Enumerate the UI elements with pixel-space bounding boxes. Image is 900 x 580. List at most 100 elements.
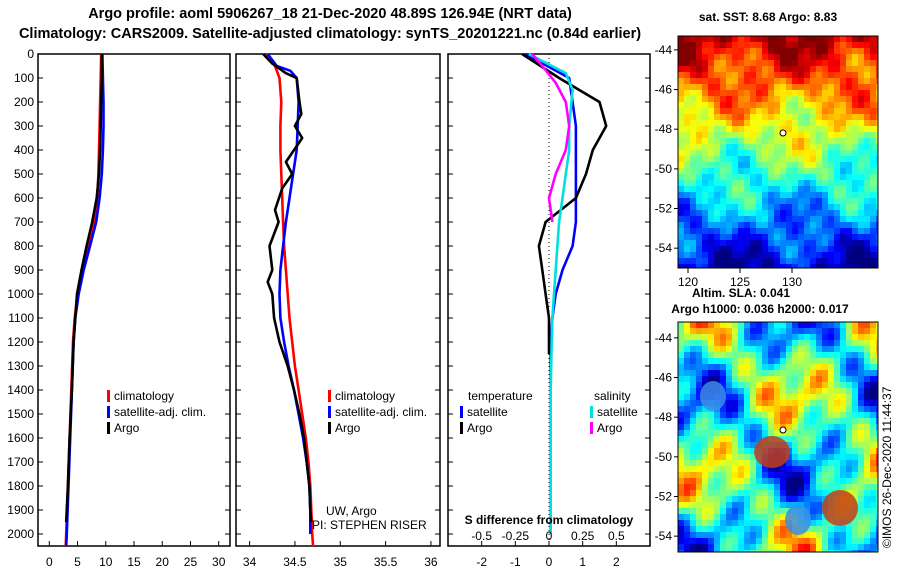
map-cell [798, 352, 804, 358]
map-cell [816, 72, 822, 78]
map-cell [846, 114, 852, 120]
x-tick-label: -1 [510, 555, 521, 569]
map-cell [708, 96, 714, 102]
map-cell [732, 454, 738, 460]
map-cell [768, 382, 774, 388]
map-cell [852, 234, 858, 240]
map-cell [762, 36, 768, 42]
legend-temp-argo: Argo [467, 421, 493, 435]
map-cell [714, 496, 720, 502]
map-cell [738, 406, 744, 412]
map-cell [876, 66, 878, 72]
map-cell [816, 472, 822, 478]
map-cell [864, 532, 870, 538]
map-cell [870, 60, 876, 66]
map-cell [846, 484, 852, 490]
map-cell [732, 418, 738, 424]
map-y-tick-label: -48 [655, 122, 673, 136]
map-cell [780, 168, 786, 174]
map-cell [828, 258, 834, 264]
map-cell [684, 132, 690, 138]
map-cell [840, 394, 846, 400]
map-cell [684, 448, 690, 454]
map-cell [768, 478, 774, 484]
map-cell [864, 454, 870, 460]
map-cell [780, 394, 786, 400]
map-cell [726, 352, 732, 358]
map-cell [690, 180, 696, 186]
map-cell [738, 394, 744, 400]
map-cell [696, 210, 702, 216]
map-cell [780, 436, 786, 442]
map-cell [858, 484, 864, 490]
map-cell [798, 346, 804, 352]
map-cell [768, 120, 774, 126]
map-cell [792, 156, 798, 162]
map-cell [774, 430, 780, 436]
map-cell [876, 96, 878, 102]
map-cell [816, 138, 822, 144]
map-cell [846, 162, 852, 168]
map-cell [768, 532, 774, 538]
map-cell [864, 406, 870, 412]
map-cell [738, 526, 744, 532]
map-cell [738, 42, 744, 48]
map-cell [696, 114, 702, 120]
map-cell [816, 364, 822, 370]
map-cell [768, 216, 774, 222]
map-cell [828, 334, 834, 340]
map-cell [726, 258, 732, 264]
map-cell [828, 240, 834, 246]
map-cell [738, 346, 744, 352]
map-cell [690, 460, 696, 466]
map-cell [828, 526, 834, 532]
map-cell [702, 328, 708, 334]
map-cell [762, 508, 768, 514]
map-cell [678, 180, 684, 186]
attribution-line1: UW, Argo [326, 504, 377, 518]
map-cell [786, 126, 792, 132]
map-cell [840, 246, 846, 252]
map-cell [798, 210, 804, 216]
map-cell [744, 448, 750, 454]
map-cell [852, 466, 858, 472]
map-cell [714, 502, 720, 508]
map-cell [804, 502, 810, 508]
map-cell [798, 204, 804, 210]
map-cell [810, 538, 816, 544]
map-cell [762, 78, 768, 84]
map-cell [690, 138, 696, 144]
map-cell [780, 216, 786, 222]
map-cell [750, 490, 756, 496]
map-cell [726, 346, 732, 352]
map-cell [852, 358, 858, 364]
map-cell [774, 526, 780, 532]
map-cell [828, 328, 834, 334]
map-cell [702, 204, 708, 210]
map-cell [774, 490, 780, 496]
map-cell [738, 168, 744, 174]
map-cell [702, 42, 708, 48]
map-cell [690, 198, 696, 204]
map-cell [870, 358, 876, 364]
map-cell [822, 54, 828, 60]
map-cell [768, 204, 774, 210]
map-y-tick-label: -52 [655, 202, 673, 216]
map-cell [876, 406, 878, 412]
map-cell [702, 358, 708, 364]
map-cell [786, 364, 792, 370]
map-cell [840, 180, 846, 186]
map-cell [840, 424, 846, 430]
map-cell [870, 544, 876, 550]
map-cell [708, 526, 714, 532]
map-cell [846, 406, 852, 412]
map-cell [714, 168, 720, 174]
map-cell [804, 150, 810, 156]
map-cell [816, 90, 822, 96]
map-cell [786, 198, 792, 204]
map-cell [744, 90, 750, 96]
map-cell [780, 526, 786, 532]
map-cell [774, 240, 780, 246]
map-cell [846, 258, 852, 264]
map-cell [852, 108, 858, 114]
